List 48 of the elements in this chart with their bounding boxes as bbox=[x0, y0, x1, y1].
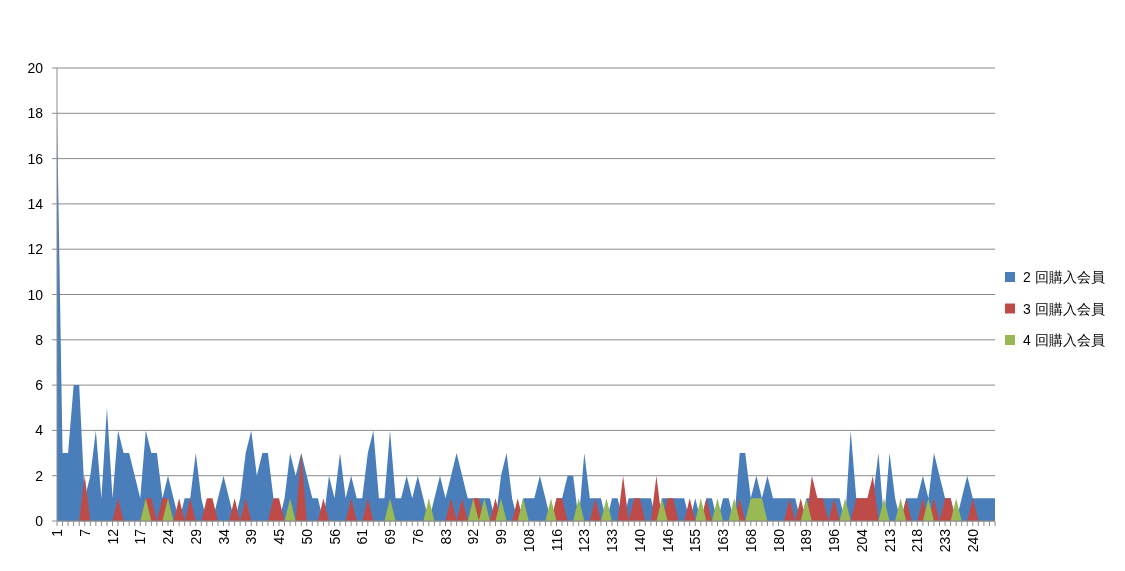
x-tick-label: 17 bbox=[132, 528, 149, 545]
x-tick-label: 56 bbox=[326, 528, 343, 545]
x-tick-label: 34 bbox=[215, 528, 232, 545]
x-tick-label: 213 bbox=[881, 528, 898, 553]
x-tick-label: 140 bbox=[631, 528, 648, 553]
x-tick-label: 108 bbox=[520, 528, 537, 553]
x-tick-label: 196 bbox=[826, 528, 843, 553]
x-tick-label: 168 bbox=[742, 528, 759, 553]
x-tick-label: 69 bbox=[382, 528, 399, 545]
x-tick-label: 61 bbox=[354, 528, 371, 545]
x-tick-label: 99 bbox=[493, 528, 510, 545]
x-tick-label: 155 bbox=[687, 528, 704, 553]
y-tick-label: 20 bbox=[27, 60, 44, 76]
x-tick-label: 7 bbox=[76, 528, 93, 537]
y-tick-label: 2 bbox=[35, 467, 44, 484]
x-tick-label: 163 bbox=[715, 528, 732, 553]
x-tick-label: 204 bbox=[853, 528, 870, 553]
x-tick-label: 29 bbox=[187, 528, 204, 545]
x-tick-label: 24 bbox=[160, 528, 177, 545]
y-tick-label: 10 bbox=[27, 286, 44, 303]
x-tick-label: 233 bbox=[937, 528, 954, 553]
legend-label: 3 回購入会員 bbox=[1023, 300, 1105, 317]
x-tick-label: 146 bbox=[659, 528, 676, 553]
y-tick-label: 16 bbox=[27, 150, 44, 167]
x-tick-label: 50 bbox=[298, 528, 315, 545]
x-tick-label: 45 bbox=[271, 528, 288, 545]
x-tick-label: 39 bbox=[243, 528, 260, 545]
y-tick-label: 14 bbox=[27, 195, 44, 212]
x-tick-label: 133 bbox=[604, 528, 621, 553]
y-tick-label: 4 bbox=[35, 422, 44, 439]
x-tick-label: 123 bbox=[576, 528, 593, 553]
y-tick-label: 0 bbox=[35, 513, 44, 529]
x-tick-label: 1 bbox=[49, 528, 65, 537]
y-tick-label: 6 bbox=[35, 377, 44, 394]
x-tick-label: 240 bbox=[964, 528, 981, 553]
y-tick-label: 18 bbox=[27, 105, 44, 122]
x-tick-label: 92 bbox=[465, 528, 482, 545]
x-tick-label: 76 bbox=[409, 528, 426, 545]
legend-label: 2 回購入会員 bbox=[1023, 269, 1105, 285]
legend-label: 4 回購入会員 bbox=[1023, 332, 1105, 348]
x-tick-label: 116 bbox=[548, 528, 565, 552]
x-tick-label: 83 bbox=[437, 528, 454, 545]
y-tick-label: 8 bbox=[35, 331, 44, 348]
x-tick-label: 218 bbox=[909, 528, 926, 553]
x-tick-label: 180 bbox=[770, 528, 787, 553]
y-tick-label: 12 bbox=[27, 241, 44, 258]
x-tick-label: 12 bbox=[104, 528, 121, 545]
x-tick-label: 189 bbox=[798, 528, 815, 553]
